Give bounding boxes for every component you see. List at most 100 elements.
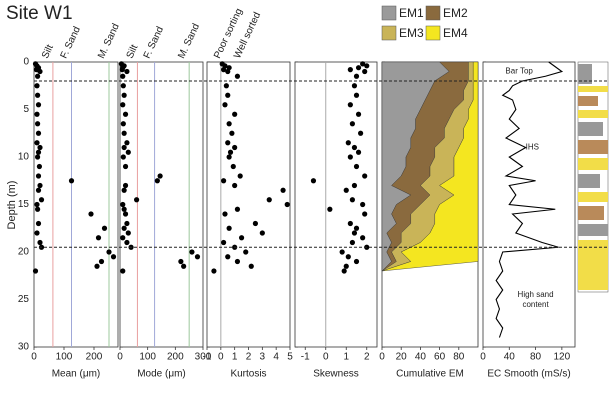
data-point — [35, 206, 41, 212]
x-axis-label: EC Smooth (mS/s) — [487, 369, 570, 380]
x-tick-label: 100 — [56, 352, 73, 363]
data-point — [243, 249, 249, 255]
data-point — [327, 206, 333, 212]
data-point — [101, 225, 108, 231]
data-point — [360, 201, 366, 208]
x-tick-label: 0 — [323, 352, 329, 363]
data-point — [35, 130, 42, 136]
data-point — [122, 163, 129, 170]
data-point — [229, 130, 235, 136]
data-point — [341, 268, 347, 274]
lithology-bed — [578, 96, 598, 106]
x-tick-label: 80 — [530, 352, 542, 363]
data-point — [237, 173, 243, 179]
data-point — [223, 83, 229, 89]
data-point — [227, 149, 234, 155]
data-point — [37, 239, 43, 246]
x-tick-label: -1 — [203, 352, 212, 363]
data-point — [349, 121, 355, 127]
data-point — [355, 149, 362, 155]
lithology-bed — [578, 158, 608, 170]
data-point — [122, 211, 129, 217]
data-point — [124, 239, 130, 246]
class-label: F. Sand — [59, 25, 83, 60]
data-point — [225, 68, 231, 75]
data-point — [121, 206, 127, 212]
lithology-bed — [578, 240, 608, 290]
data-point — [178, 258, 184, 265]
data-point — [355, 65, 362, 71]
x-tick-label: 2 — [364, 352, 370, 363]
data-point — [35, 121, 41, 127]
x-tick-label: 80 — [453, 352, 465, 363]
data-point — [120, 201, 126, 208]
lithology-bed — [578, 122, 603, 136]
data-point — [124, 140, 130, 146]
data-point — [232, 111, 238, 117]
data-point — [110, 254, 117, 260]
data-point — [125, 149, 131, 155]
data-point — [364, 63, 370, 69]
legend-label: EM1 — [399, 6, 424, 20]
x-tick-label: 40 — [415, 352, 427, 363]
y-tick-label: 25 — [18, 294, 30, 305]
data-point — [120, 73, 126, 79]
data-point — [232, 182, 238, 189]
data-point — [353, 258, 360, 265]
data-point — [238, 235, 245, 241]
data-point — [120, 121, 126, 127]
data-point — [234, 206, 241, 212]
data-point — [284, 201, 290, 208]
data-point — [181, 263, 187, 269]
y-tick-label: 0 — [23, 57, 29, 68]
data-point — [225, 140, 231, 146]
x-tick-label: -1 — [301, 352, 310, 363]
data-point — [226, 154, 232, 160]
data-line — [495, 61, 564, 338]
data-point — [95, 235, 102, 241]
data-point — [362, 173, 368, 179]
data-point — [221, 67, 227, 73]
x-tick-label: 0 — [117, 352, 123, 363]
data-point — [35, 220, 42, 227]
data-point — [221, 178, 227, 184]
data-point — [221, 239, 227, 246]
data-point — [349, 239, 355, 246]
data-point — [252, 220, 259, 227]
class-label: M. Sand — [176, 22, 202, 60]
data-point — [122, 111, 129, 117]
data-point — [36, 163, 43, 170]
x-tick-label: 300 — [195, 352, 212, 363]
data-point — [362, 68, 368, 75]
data-point — [234, 258, 241, 265]
data-point — [343, 187, 349, 193]
data-point — [122, 182, 129, 189]
data-point — [94, 263, 100, 269]
x-tick-label: 5 — [287, 352, 293, 363]
data-point — [106, 249, 112, 255]
data-point — [347, 102, 353, 108]
data-point — [347, 67, 353, 73]
data-point — [345, 140, 351, 146]
data-point — [35, 102, 42, 108]
data-point — [351, 83, 358, 89]
lithology-bed — [578, 110, 608, 118]
data-point — [353, 73, 360, 79]
x-tick-label: 4 — [273, 352, 279, 363]
data-point — [226, 225, 232, 231]
data-point — [154, 178, 160, 184]
class-label: Silt — [125, 43, 141, 60]
x-axis-label: Cumulative EM — [396, 369, 464, 380]
x-tick-label: 40 — [504, 352, 516, 363]
data-point — [234, 73, 241, 79]
annotation: High sand — [518, 290, 554, 299]
figure-title: Site W1 — [6, 3, 73, 24]
data-point — [351, 144, 358, 151]
x-tick-label: 1 — [343, 352, 349, 363]
panel-frame — [206, 61, 291, 348]
data-point — [68, 178, 75, 184]
legend-swatch — [425, 25, 441, 41]
data-point — [347, 154, 353, 160]
data-point — [230, 163, 236, 170]
data-point — [37, 144, 43, 151]
